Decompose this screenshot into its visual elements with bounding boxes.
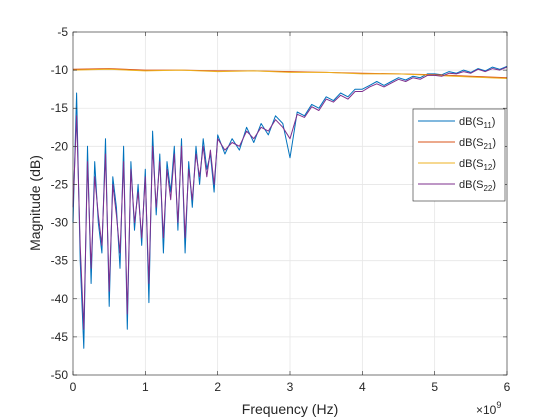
axis-ticks — [72, 31, 508, 376]
legend-box — [412, 108, 506, 202]
x-tick-label: 0 — [70, 380, 77, 394]
x-tick-label: 4 — [359, 380, 366, 394]
x-tick-label: 1 — [142, 380, 149, 394]
legend-label-base: dB(S — [459, 158, 483, 170]
x-tick-label: 6 — [504, 380, 511, 394]
y-tick-label: -10 — [51, 63, 69, 77]
y-tick-label: -40 — [51, 292, 69, 306]
legend-label-subscript: 11 — [483, 121, 492, 130]
y-tick-label: -20 — [51, 139, 69, 153]
legend-label-subscript: 22 — [483, 184, 492, 193]
legend: dB(S11)dB(S21)dB(S12)dB(S22) — [412, 108, 506, 202]
x-axis-label: Frequency (Hz) — [242, 401, 338, 417]
y-tick-label: -35 — [51, 254, 69, 268]
legend-label: dB(S22) — [459, 179, 496, 193]
legend-label-base: dB(S — [459, 179, 483, 191]
y-tick-label: -15 — [51, 101, 69, 115]
y-tick-label: -50 — [51, 368, 69, 382]
x-exponent-base: ×10 — [476, 403, 497, 417]
y-tick-label: -25 — [51, 177, 69, 191]
legend-label-base: dB(S — [459, 137, 483, 149]
x-tick-label: 3 — [287, 380, 294, 394]
legend-label-close: ) — [492, 179, 496, 191]
legend-label-close: ) — [492, 158, 496, 170]
x-tick-label: 5 — [431, 380, 438, 394]
x-exponent-power: 9 — [496, 400, 501, 410]
y-tick-labels: -5 -10 -15 -20 -25 -30 -35 -40 -45 -50 — [51, 25, 69, 382]
legend-label-base: dB(S — [459, 116, 483, 128]
series-layer — [72, 65, 508, 349]
series-line-dbs22 — [72, 66, 508, 330]
legend-label-close: ) — [492, 116, 496, 128]
legend-label: dB(S11) — [459, 116, 495, 130]
series-line-dbs21 — [72, 68, 508, 79]
x-tick-label: 2 — [214, 380, 221, 394]
legend-label-close: ) — [492, 137, 496, 149]
y-tick-label: -5 — [57, 25, 68, 39]
legend-label: dB(S21) — [459, 137, 496, 151]
x-tick-labels: 0 1 2 3 4 5 6 — [70, 380, 511, 394]
legend-label-subscript: 21 — [483, 142, 492, 151]
legend-label: dB(S12) — [459, 158, 496, 172]
y-tick-label: -45 — [51, 330, 69, 344]
x-exponent-label: ×109 — [476, 400, 501, 417]
y-tick-label: -30 — [51, 216, 69, 230]
legend-label-subscript: 12 — [483, 163, 492, 172]
y-axis-label: Magnitude (dB) — [27, 155, 43, 251]
